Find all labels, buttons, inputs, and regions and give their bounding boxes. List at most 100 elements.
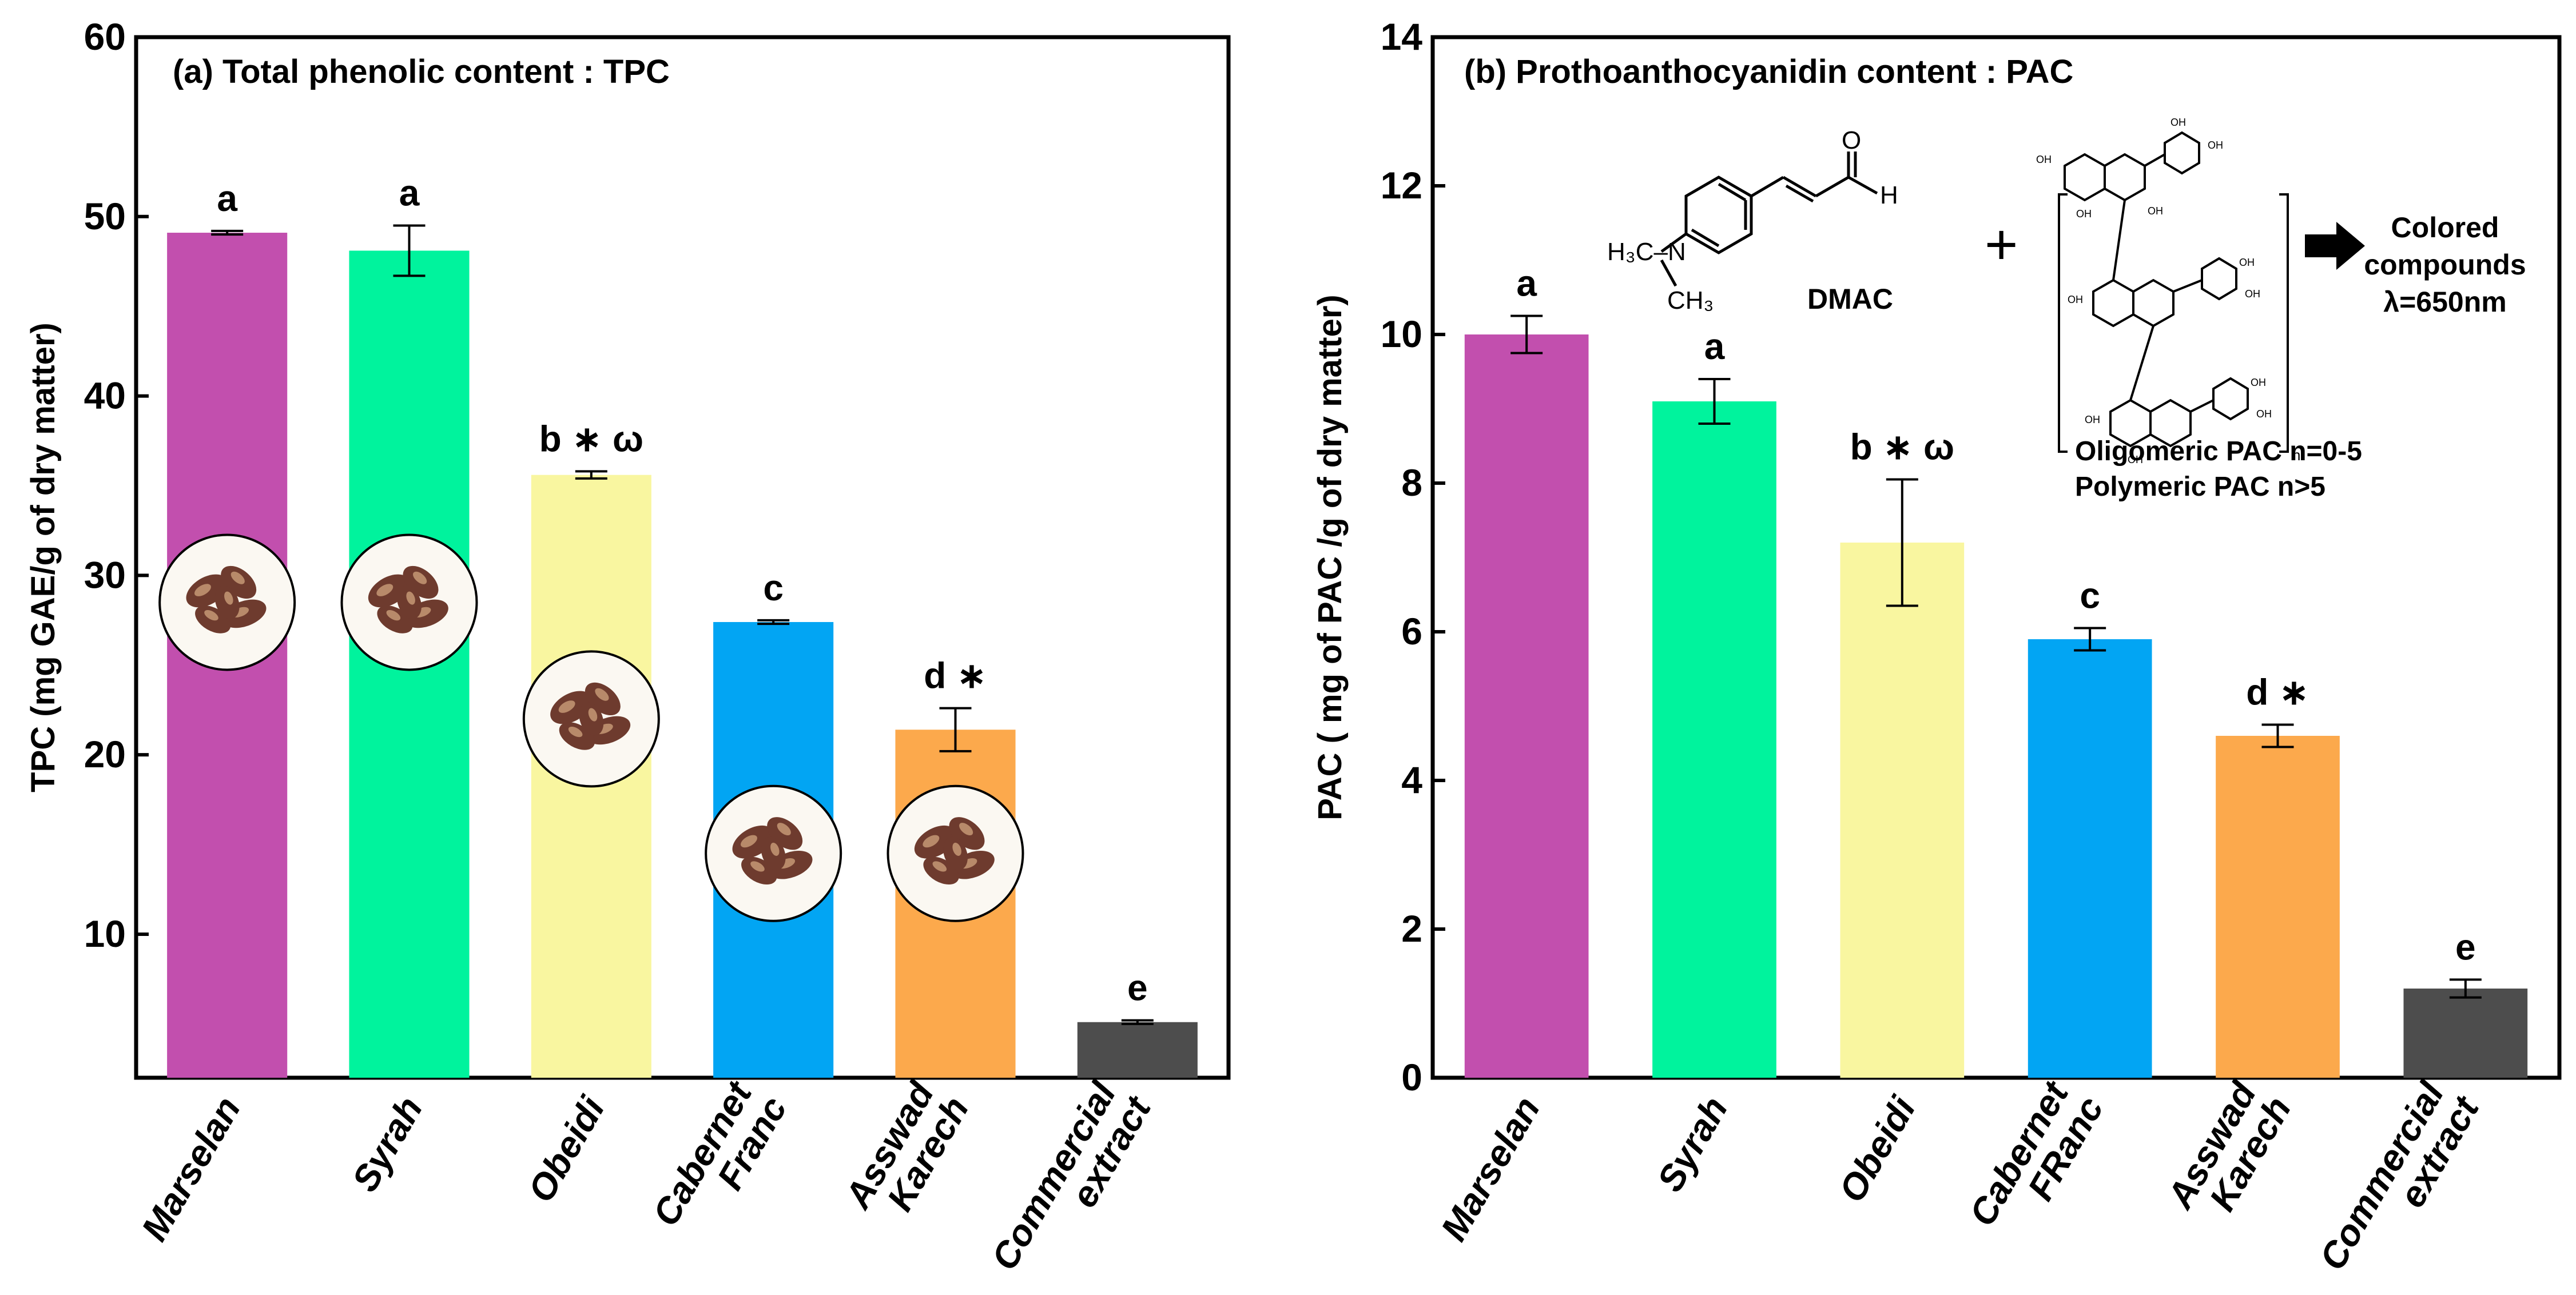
pac-title: (b) Prothoanthocyanidin content : PAC [1464,53,2073,90]
oligomeric-label: Oligomeric PAC n=0-5 [2075,436,2362,467]
error-bar [575,470,607,480]
significance-label: a [1704,326,1725,367]
x-tick-label: Obeidi [520,1089,613,1209]
y-tick-label: 30 [84,553,126,596]
result-line-2: compounds [2364,249,2526,281]
tpc-y-axis-label: TPC (mg GAE/g of dry matter) [25,322,62,792]
error-bar [1510,314,1543,354]
significance-label: a [399,172,420,213]
significance-label: a [1516,263,1537,304]
x-tick-label: Marselan [1433,1090,1548,1248]
y-tick-label: 6 [1401,610,1422,652]
pac-x-axis-labels: Marselan Syrah Obeidi CabernetFRanc AsswadKa… [1433,1070,2487,1295]
oh-label: OH [2076,208,2092,220]
error-bar [1886,478,1918,607]
result-line-3: λ=650nm [2383,286,2506,318]
bar [1652,401,1776,1078]
pac-y-axis-label: PAC ( mg of PAC /g of dry matter) [1311,294,1349,820]
significance-label: b ∗ ω [539,418,643,459]
x-tick-label-line: Syrah [1649,1090,1735,1198]
dmac-label: DMAC [1807,283,1893,315]
seed-photo [158,533,296,671]
pac-oligomer-structure [2058,131,2289,453]
x-tick-label: AsswadKarech [836,1071,976,1235]
seed-photo [340,533,478,671]
bar [2028,639,2152,1078]
reaction-arrow [2305,222,2365,270]
significance-label: c [2080,575,2100,616]
significance-label: d ∗ [924,655,987,696]
pac-bars: a a b ∗ ω c d ∗ e [1464,263,2528,1078]
y-tick-label: 12 [1381,164,1422,206]
significance-label: e [2455,926,2476,967]
significance-label: b ∗ ω [1850,427,1954,468]
oh-label: OH [2239,257,2255,268]
plus-sign: + [1985,213,2018,277]
oh-label: OH [2128,454,2143,465]
result-line-1: Colored [2391,212,2499,244]
x-tick-label: Commercialextract [2311,1070,2487,1295]
y-tick-label: 20 [84,733,126,775]
x-tick-label: Marselan [133,1090,248,1248]
significance-label: a [217,178,237,219]
y-tick-label: 10 [1381,313,1422,355]
x-tick-label: CabernetFRanc [1961,1071,2111,1252]
dmac-aldehyde-hydrogen: H [1880,181,1898,209]
x-tick-label-line: Syrah [344,1090,430,1198]
error-bar [211,229,244,236]
error-bar [1121,1019,1154,1025]
tpc-bars: a a b ∗ ω c d ∗ e [167,172,1198,1078]
error-bar [757,619,790,625]
hydroxyl-labels: OH OH OH OH OH OH OH OH OH OH OH OH [2036,117,2272,465]
error-bar [2261,723,2294,748]
x-tick-label: AsswadKarech [2158,1071,2299,1235]
oh-label: OH [2245,288,2260,300]
x-tick-label: Commercialextract [983,1070,1159,1295]
dmac-structure [1660,152,1878,287]
x-tick-label: Syrah [344,1090,430,1198]
error-bar [2074,627,2106,652]
oh-label: OH [2170,117,2186,128]
x-tick-label-line: Marselan [133,1090,248,1248]
error-bar [939,707,972,752]
oh-label: OH [2068,294,2083,305]
repeat-n-label: n [2292,447,2300,464]
tpc-title: (a) Total phenolic content : TPC [173,53,670,90]
pac-panel: (b) Prothoanthocyanidin content : PAC 0 2… [1311,15,2562,1295]
significance-label: c [763,567,784,608]
oh-label: OH [2085,414,2100,425]
bar [1840,543,1965,1078]
tpc-seed-photos [158,533,1024,922]
x-tick-label: CabernetFranc [645,1071,794,1252]
oh-label: OH [2251,377,2266,388]
pac-y-axis: 0 2 4 6 8 10 12 14 [1381,15,1445,1098]
polymeric-label: Polymeric PAC n>5 [2075,472,2325,502]
x-tick-label-line: Obeidi [520,1089,613,1209]
dmac-methyl-group: CH₃ [1667,286,1714,314]
seed-photo [705,784,842,922]
dmac-amine-group: H₃C–N [1607,238,1686,266]
oh-label: OH [2148,205,2163,217]
seed-photo [887,784,1024,922]
dmac-aldehyde-oxygen: O [1842,126,1861,154]
y-tick-label: 14 [1381,15,1423,58]
y-tick-label: 4 [1401,759,1422,801]
error-bar [393,224,426,277]
dmac-reaction-scheme: H₃C–N CH₃ O H DMAC + [1607,117,2526,502]
bar [2403,989,2528,1078]
x-tick-label: Obeidi [1831,1089,1924,1209]
seed-photo [522,650,660,788]
y-tick-label: 10 [84,913,126,955]
tpc-x-axis-labels: Marselan Syrah Obeidi CabernetFranc AsswadKa… [133,1070,1159,1295]
x-tick-label-line: Obeidi [1831,1089,1924,1209]
y-tick-label: 40 [84,374,126,417]
x-tick-label-line: Marselan [1433,1090,1548,1248]
tpc-y-axis: 10 20 30 40 50 60 [84,15,149,955]
y-tick-label: 2 [1401,907,1422,950]
pac-plot-frame [1430,35,2562,1080]
y-tick-label: 60 [84,15,126,58]
y-tick-label: 0 [1401,1056,1422,1098]
significance-label: e [1127,967,1148,1009]
oh-label: OH [2256,408,2272,420]
oh-label: OH [2036,154,2052,165]
